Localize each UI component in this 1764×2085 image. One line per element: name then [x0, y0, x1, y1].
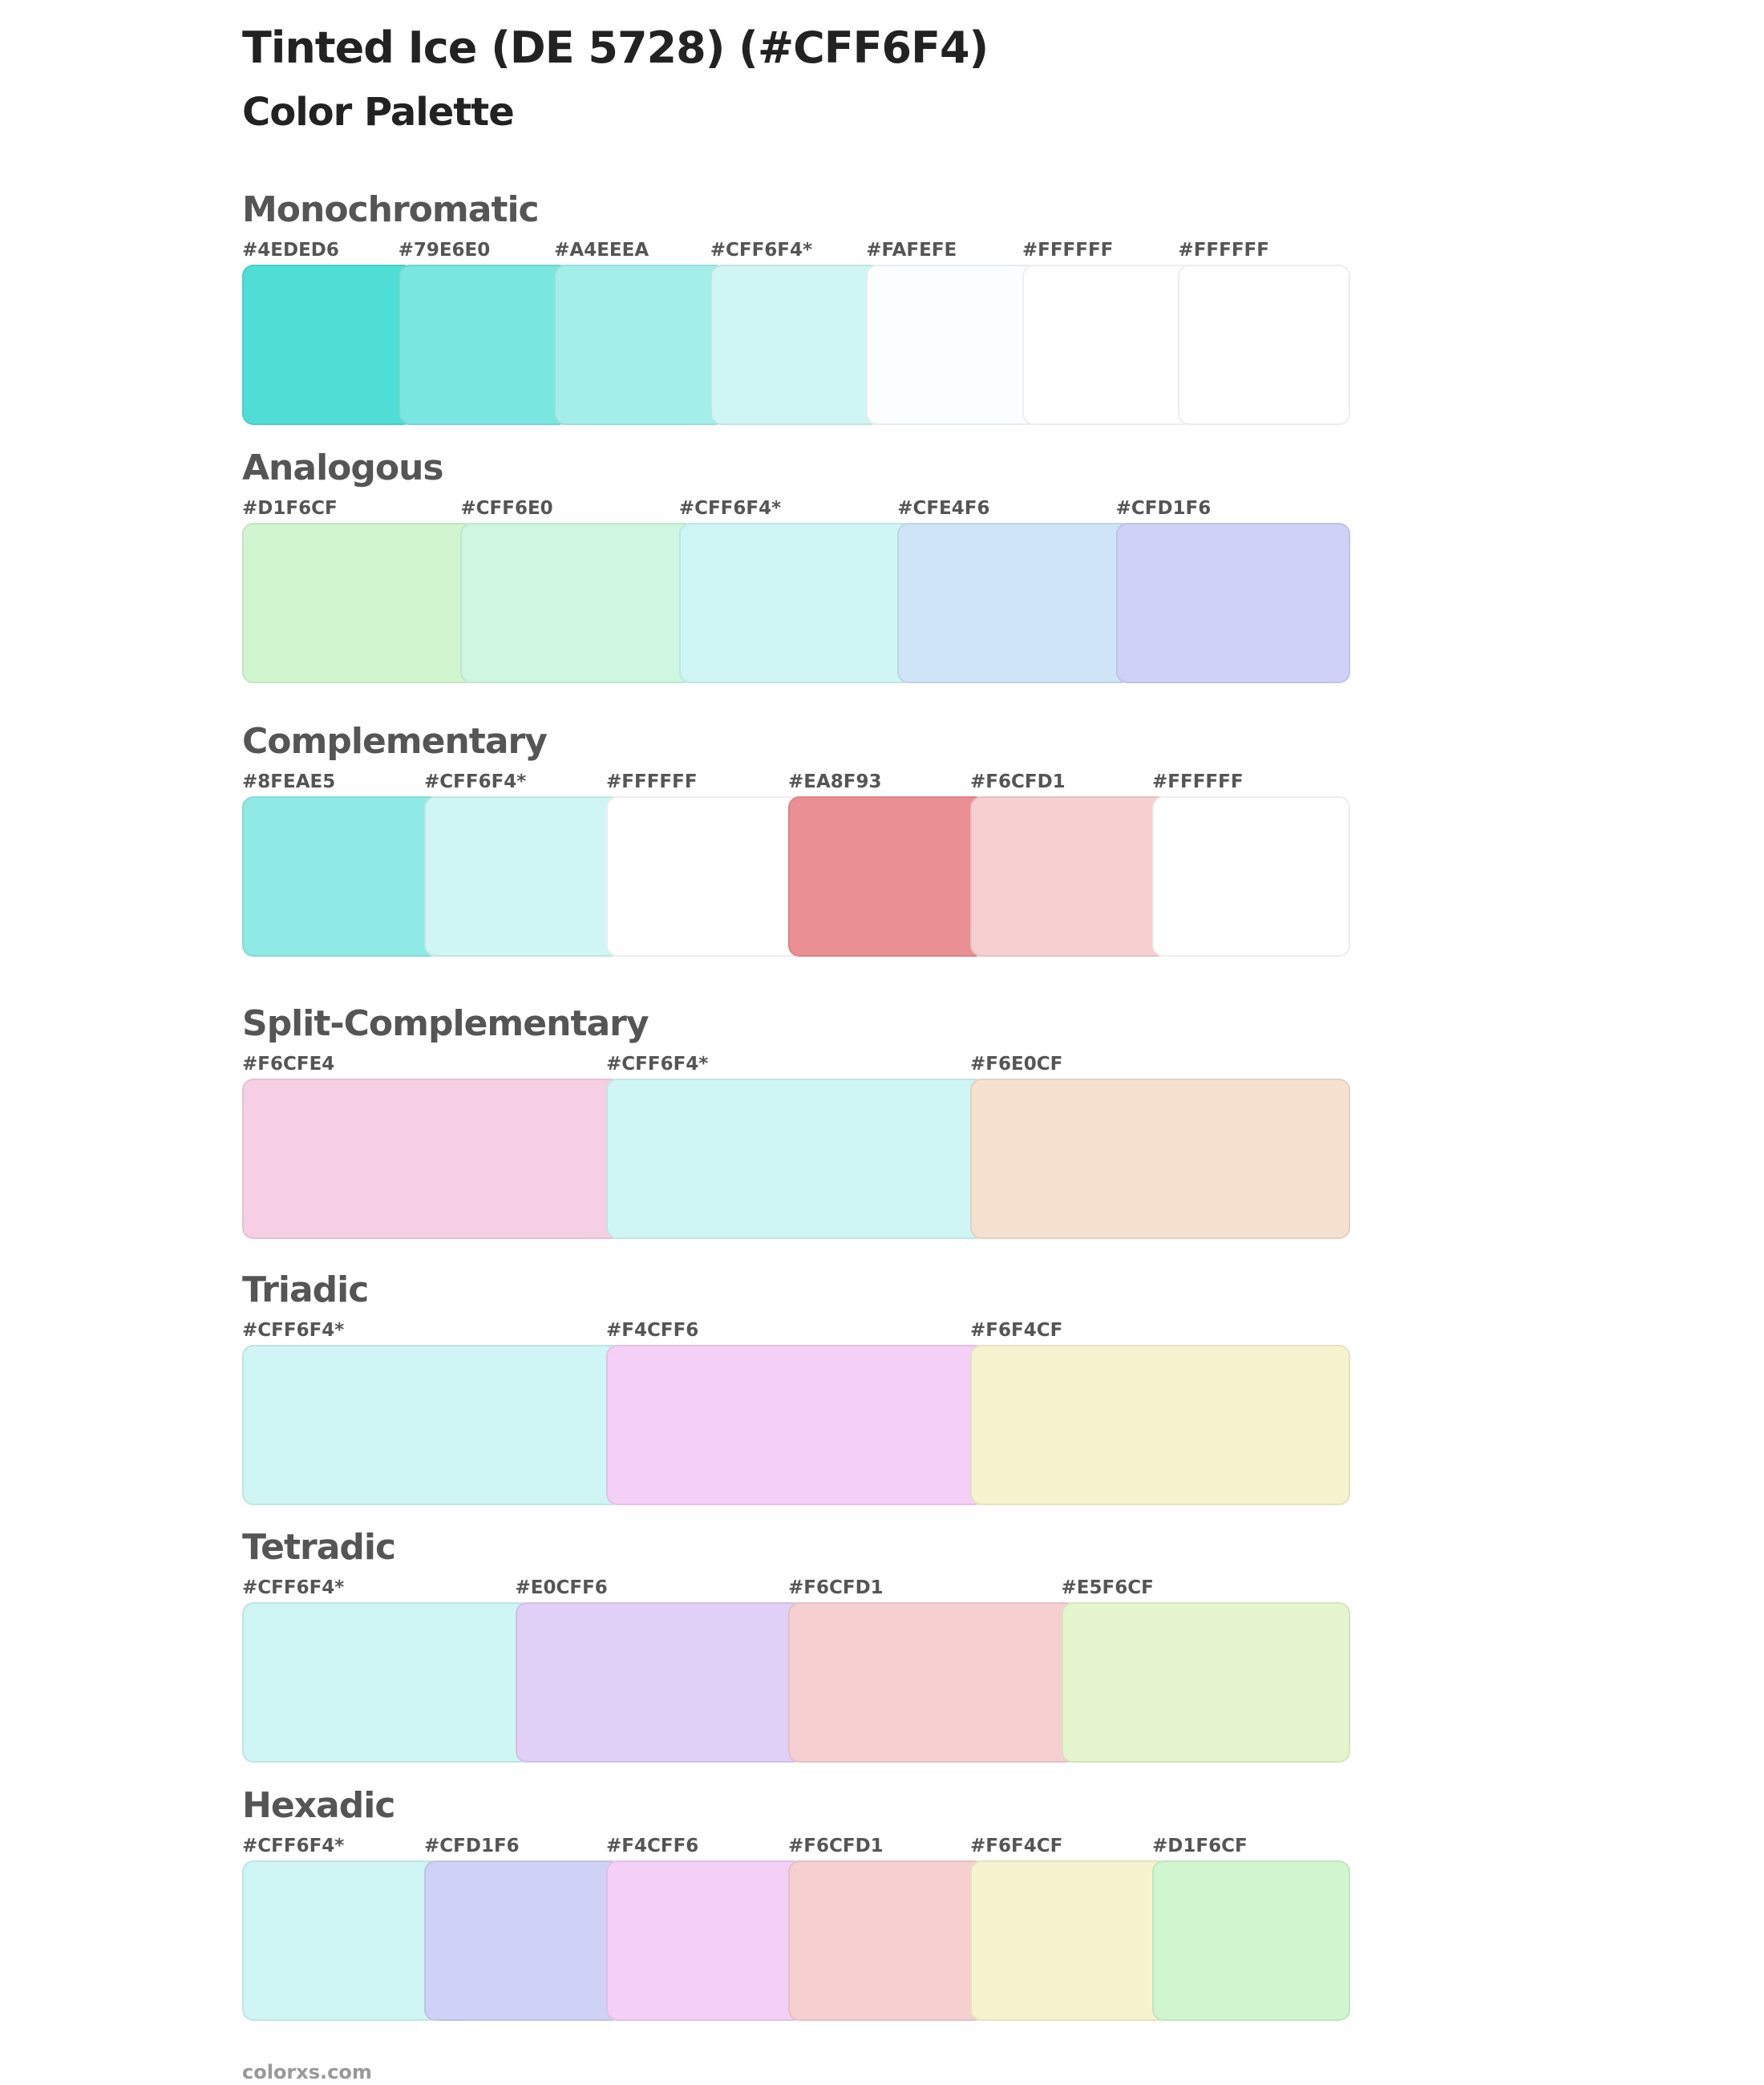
section-title: Tetradic: [242, 1527, 396, 1568]
page-title: Tinted Ice (DE 5728) (#CFF6F4): [242, 22, 989, 73]
section-title: Hexadic: [242, 1785, 395, 1826]
color-swatch: [242, 265, 415, 425]
color-swatch: [242, 796, 440, 957]
color-swatch: [1152, 1860, 1350, 2021]
color-swatch: [515, 1602, 804, 1763]
color-swatch: [242, 1079, 622, 1239]
color-swatch: [970, 796, 1168, 957]
swatch-label: #8FEAE5: [242, 771, 336, 792]
swatch-label: #F6F4CF: [970, 1836, 1063, 1856]
color-swatch: [424, 796, 622, 957]
color-swatch: [242, 523, 477, 683]
color-swatch: [424, 1860, 622, 2021]
color-swatch: [242, 1860, 440, 2021]
color-swatch: [606, 1860, 804, 2021]
swatch-label: #FAFEFE: [866, 240, 957, 261]
swatch-label: #F4CFF6: [606, 1836, 699, 1856]
swatch-label: #A4EEEA: [554, 240, 649, 261]
color-swatch: [1115, 523, 1350, 683]
section-title: Split-Complementary: [242, 1003, 649, 1044]
swatch-label: #CFF6F4*: [606, 1054, 709, 1075]
color-swatch: [1061, 1602, 1350, 1763]
swatch-label: #CFF6F4*: [242, 1320, 345, 1341]
color-swatch: [710, 265, 883, 425]
swatch-label: #FFFFFF: [1022, 240, 1114, 261]
color-swatch: [897, 523, 1132, 683]
swatch-label: #4EDED6: [242, 240, 339, 261]
swatch-label: #F6E0CF: [970, 1054, 1063, 1075]
swatch-label: #CFE4F6: [897, 498, 990, 519]
swatch-label: #D1F6CF: [1152, 1836, 1248, 1856]
color-swatch: [970, 1860, 1168, 2021]
color-swatch: [1022, 265, 1195, 425]
swatch-label: #F4CFF6: [606, 1320, 699, 1341]
swatch-label: #F6F4CF: [970, 1320, 1063, 1341]
color-swatch: [398, 265, 571, 425]
color-swatch: [788, 1602, 1078, 1763]
swatch-label: #79E6E0: [398, 240, 491, 261]
swatch-label: #E5F6CF: [1061, 1577, 1154, 1598]
page-subtitle: Color Palette: [242, 90, 515, 135]
color-swatch: [970, 1345, 1350, 1505]
swatch-label: #F6CFD1: [788, 1577, 884, 1598]
swatch-label: #F6CFD1: [970, 771, 1066, 792]
swatch-label: #FFFFFF: [606, 771, 698, 792]
color-swatch: [606, 796, 804, 957]
color-swatch: [970, 1079, 1350, 1239]
section-title: Triadic: [242, 1269, 369, 1310]
swatch-label: #E0CFF6: [515, 1577, 608, 1598]
color-swatch: [554, 265, 726, 425]
swatch-label: #CFD1F6: [424, 1836, 520, 1856]
swatch-label: #F6CFE4: [242, 1054, 335, 1075]
color-swatch: [242, 1345, 622, 1505]
color-swatch: [242, 1602, 532, 1763]
section-title: Analogous: [242, 447, 444, 488]
swatch-label: #D1F6CF: [242, 498, 338, 519]
section-title: Complementary: [242, 721, 548, 762]
swatch-label: #CFD1F6: [1115, 498, 1212, 519]
footer-link[interactable]: colorxs.com: [242, 2061, 372, 2083]
swatch-label: #CFF6F4*: [242, 1577, 345, 1598]
swatch-label: #EA8F93: [788, 771, 882, 792]
color-swatch: [606, 1345, 986, 1505]
color-swatch: [788, 1860, 986, 2021]
swatch-label: #F6CFD1: [788, 1836, 884, 1856]
swatch-label: #CFF6F4*: [424, 771, 527, 792]
color-swatch: [866, 265, 1038, 425]
section-title: Monochromatic: [242, 189, 540, 230]
color-swatch: [460, 523, 695, 683]
swatch-label: #CFF6E0: [460, 498, 553, 519]
swatch-label: #CFF6F4*: [242, 1836, 345, 1856]
color-swatch: [1152, 796, 1350, 957]
color-swatch: [606, 1079, 986, 1239]
color-swatch: [1178, 265, 1350, 425]
swatch-label: #FFFFFF: [1178, 240, 1269, 261]
swatch-label: #CFF6F4*: [678, 498, 782, 519]
swatch-label: #FFFFFF: [1152, 771, 1244, 792]
swatch-label: #CFF6F4*: [710, 240, 813, 261]
color-swatch: [678, 523, 914, 683]
color-swatch: [788, 796, 986, 957]
